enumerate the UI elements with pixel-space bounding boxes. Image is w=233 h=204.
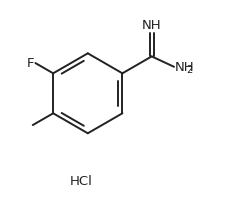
- Text: F: F: [26, 56, 34, 69]
- Text: NH: NH: [142, 19, 161, 32]
- Text: HCl: HCl: [70, 174, 93, 187]
- Text: NH: NH: [175, 61, 195, 74]
- Text: 2: 2: [186, 65, 192, 75]
